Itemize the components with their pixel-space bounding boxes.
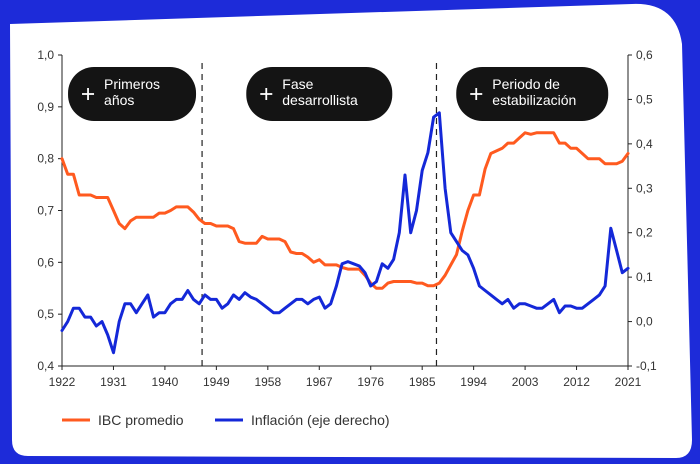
period-label-text: Periodo de estabilización: [492, 76, 576, 108]
left-tick-label: 0,8: [37, 152, 54, 166]
legend-item: IBC promedio: [62, 412, 184, 428]
x-tick-label: 1994: [460, 375, 487, 389]
plus-icon: [260, 88, 273, 100]
legend-label: IBC promedio: [98, 412, 184, 428]
x-tick-label: 1940: [152, 375, 179, 389]
x-tick-label: 1967: [306, 375, 333, 389]
period-label-pill[interactable]: Periodo de estabilización: [456, 67, 609, 121]
x-tick-label: 2003: [512, 375, 539, 389]
right-tick-label: 0,6: [636, 48, 653, 62]
right-tick-label: 0,5: [636, 92, 653, 106]
left-tick-label: 0,4: [37, 359, 54, 373]
x-tick-label: 2012: [563, 375, 590, 389]
right-tick-label: 0,1: [636, 270, 653, 284]
left-tick-label: 0,7: [37, 204, 54, 218]
pill-background: [68, 67, 197, 121]
x-tick-label: 1922: [49, 375, 76, 389]
x-tick-label: 1949: [203, 375, 230, 389]
pill-background: [246, 67, 393, 121]
x-tick-label: 1985: [409, 375, 436, 389]
plus-icon: [82, 88, 95, 100]
period-label-pill[interactable]: Primeros años: [68, 67, 197, 121]
right-tick-label: 0,2: [636, 226, 653, 240]
x-tick-label: 1976: [357, 375, 384, 389]
period-label-pill[interactable]: Fase desarrollista: [246, 67, 393, 121]
legend-label: Inflación (eje derecho): [251, 412, 390, 428]
left-tick-label: 1,0: [37, 48, 54, 62]
series-line-ibc-promedio: [60, 131, 630, 290]
x-tick-label: 1958: [254, 375, 281, 389]
period-label-text: Primeros años: [104, 76, 160, 108]
right-tick-label: 0,4: [636, 137, 653, 151]
plus-icon: [470, 88, 483, 100]
left-tick-label: 0,6: [37, 255, 54, 269]
pill-background: [456, 67, 609, 121]
period-label-text: Fase desarrollista: [282, 76, 358, 108]
right-tick-label: 0,3: [636, 181, 653, 195]
series-line-inflacion: [60, 111, 630, 355]
right-tick-label: -0,1: [636, 359, 657, 373]
left-tick-label: 0,5: [37, 307, 54, 321]
x-tick-label: 1931: [100, 375, 127, 389]
right-tick-label: 0,0: [636, 315, 653, 329]
left-tick-label: 0,9: [37, 100, 54, 114]
x-tick-label: 2021: [615, 375, 642, 389]
legend-item: Inflación (eje derecho): [215, 412, 390, 428]
